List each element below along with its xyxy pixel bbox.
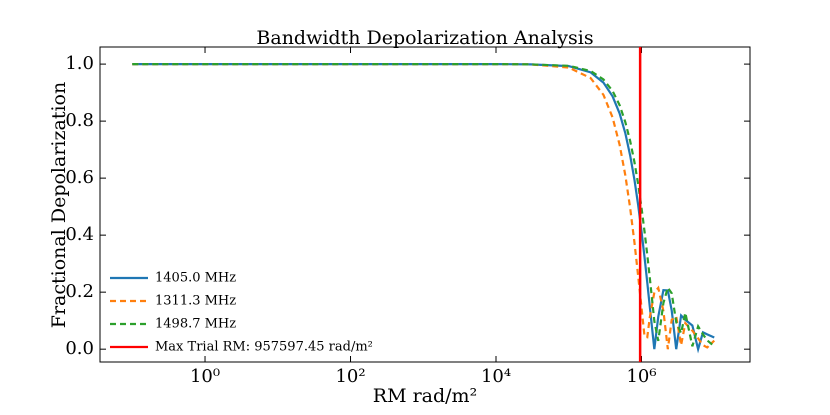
series-line (132, 62, 715, 348)
legend-label: Max Trial RM: 957597.45 rad/m² (155, 340, 373, 355)
legend-label: 1311.3 MHz (155, 294, 236, 309)
chart-title: Bandwidth Depolarization Analysis (256, 27, 593, 49)
legend-label: 1405.0 MHz (155, 271, 236, 286)
legend-label: 1498.7 MHz (155, 317, 236, 332)
y-tick-label: 0.2 (65, 281, 94, 302)
x-axis-label: RM rad/m² (373, 385, 477, 407)
y-tick-label: 0.0 (65, 338, 94, 359)
x-tick-label: 10⁰ (190, 366, 220, 387)
y-tick-label: 0.6 (65, 167, 94, 188)
y-axis-label: Fractional Depolarization (48, 82, 70, 328)
x-tick-label: 10² (335, 366, 365, 387)
x-tick-label: 10⁴ (481, 366, 511, 387)
x-tick-label: 10⁶ (626, 366, 656, 387)
plot-frame (99, 46, 751, 363)
y-tick-label: 1.0 (65, 53, 94, 74)
y-tick-label: 0.4 (65, 224, 94, 245)
y-tick-label: 0.8 (65, 110, 94, 131)
